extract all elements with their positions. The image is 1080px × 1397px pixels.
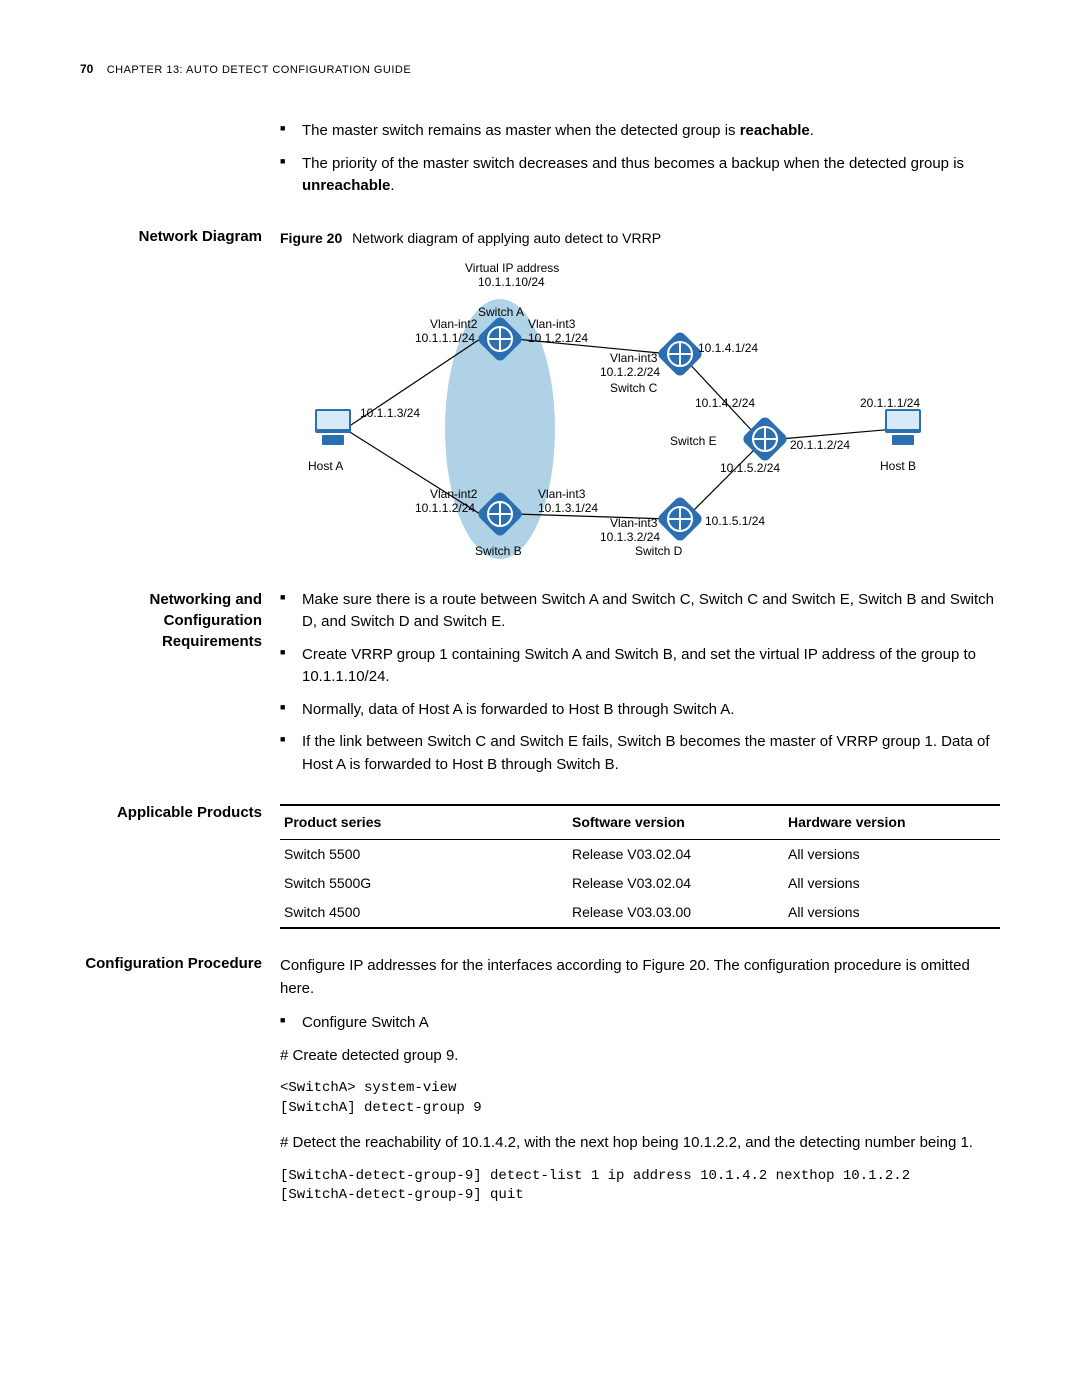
col-product: Product series <box>280 805 568 840</box>
products-table: Product series Software version Hardware… <box>280 804 1000 929</box>
switch-d-icon <box>656 494 704 542</box>
table-row: Switch 5500 Release V03.02.04 All versio… <box>280 840 1000 870</box>
config-step1: # Create detected group 9. <box>280 1045 1000 1068</box>
hostb-ip: 20.1.1.1/24 <box>860 394 920 412</box>
network-diagram-label: Network Diagram <box>80 228 280 579</box>
net-req-4: If the link between Switch C and Switch … <box>280 731 1000 776</box>
table-row: Switch 5500G Release V03.02.04 All versi… <box>280 869 1000 898</box>
config-bullet-1: Configure Switch A <box>280 1012 1000 1035</box>
b-right-ip: 10.1.3.1/24 <box>538 499 598 517</box>
net-req-2: Create VRRP group 1 containing Switch A … <box>280 644 1000 689</box>
page-header: 70 CHAPTER 13: AUTO DETECT CONFIGURATION… <box>80 62 411 76</box>
figure-label: Figure 20 <box>280 230 342 246</box>
net-req-1: Make sure there is a route between Switc… <box>280 589 1000 634</box>
network-diagram: Virtual IP address 10.1.1.10/24 Switch A… <box>280 259 980 579</box>
chapter-label: CHAPTER 13: AUTO DETECT CONFIGURATION GU… <box>107 64 411 76</box>
intro-bullet-1: The master switch remains as master when… <box>280 120 1000 143</box>
config-code2: [SwitchA-detect-group-9] detect-list 1 i… <box>280 1167 1000 1206</box>
net-req-bullets: Make sure there is a route between Switc… <box>280 589 1000 777</box>
e-right-ip: 20.1.1.2/24 <box>790 436 850 454</box>
hosta-ip: 10.1.1.3/24 <box>360 404 420 422</box>
host-a-icon <box>315 409 351 445</box>
config-code1: <SwitchA> system-view [SwitchA] detect-g… <box>280 1079 1000 1118</box>
page-number: 70 <box>80 62 93 76</box>
switch-c-label: Switch C <box>610 379 657 397</box>
c-right-ip: 10.1.4.1/24 <box>698 339 758 357</box>
e-up-ip: 10.1.4.2/24 <box>695 394 755 412</box>
net-req-label: Networking and Configuration Requirement… <box>80 589 280 787</box>
switch-e-label: Switch E <box>670 432 717 450</box>
intro-bullets: The master switch remains as master when… <box>280 120 1000 198</box>
vip-label-2: 10.1.1.10/24 <box>478 273 545 291</box>
switch-d-label: Switch D <box>635 542 682 560</box>
a-left-ip: 10.1.1.1/24 <box>415 329 475 347</box>
col-software: Software version <box>568 805 784 840</box>
e-down-ip: 10.1.5.2/24 <box>720 459 780 477</box>
config-intro: Configure IP addresses for the interface… <box>280 955 1000 1000</box>
figure-caption: Figure 20 Network diagram of applying au… <box>280 228 1000 249</box>
switch-a-label: Switch A <box>478 303 524 321</box>
config-step2: # Detect the reachability of 10.1.4.2, w… <box>280 1132 1000 1155</box>
config-label: Configuration Procedure <box>80 955 280 1220</box>
host-a-label: Host A <box>308 457 343 475</box>
switch-b-label: Switch B <box>475 542 522 560</box>
net-req-3: Normally, data of Host A is forwarded to… <box>280 699 1000 722</box>
table-row: Switch 4500 Release V03.03.00 All versio… <box>280 898 1000 928</box>
host-b-icon <box>885 409 921 445</box>
host-b-label: Host B <box>880 457 916 475</box>
b-left-ip: 10.1.1.2/24 <box>415 499 475 517</box>
d-right-ip: 10.1.5.1/24 <box>705 512 765 530</box>
figure-text: Network diagram of applying auto detect … <box>352 230 661 246</box>
a-right-ip: 10.1.2.1/24 <box>528 329 588 347</box>
products-label: Applicable Products <box>80 804 280 929</box>
col-hardware: Hardware version <box>784 805 1000 840</box>
intro-bullet-2: The priority of the master switch decrea… <box>280 153 1000 198</box>
